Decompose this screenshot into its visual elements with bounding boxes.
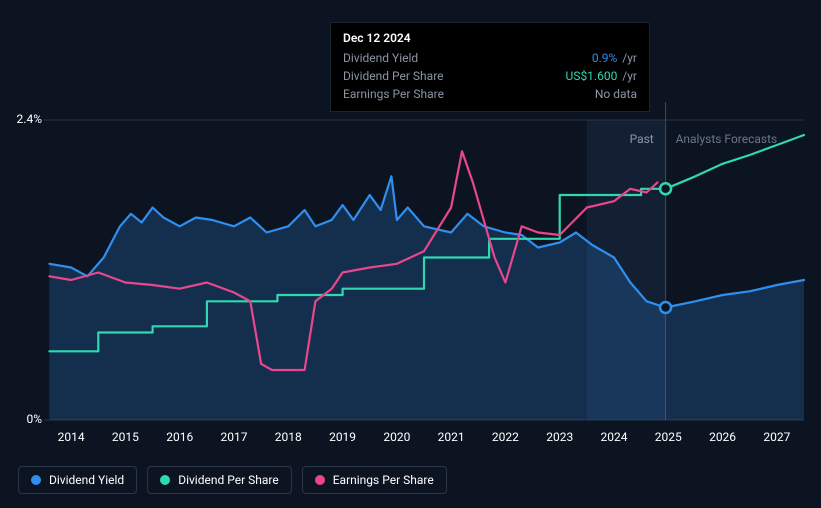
x-axis-tick: 2017 (221, 430, 248, 444)
tooltip-label: Earnings Per Share (343, 87, 444, 101)
x-axis-tick: 2022 (492, 430, 519, 444)
tooltip-date: Dec 12 2024 (343, 31, 637, 45)
x-axis-tick: 2021 (438, 430, 465, 444)
legend-dot-icon (160, 475, 170, 485)
tooltip-row: Earnings Per Share No data (343, 85, 637, 103)
plot-area[interactable] (44, 120, 804, 420)
legend-dot-icon (31, 475, 41, 485)
legend-item-dividend_per_share[interactable]: Dividend Per Share (147, 466, 292, 494)
tooltip-label: Dividend Per Share (343, 69, 444, 83)
legend-label: Dividend Per Share (178, 473, 279, 487)
chart-legend: Dividend Yield Dividend Per Share Earnings… (18, 466, 447, 494)
y-axis-tick: 0% (26, 412, 42, 426)
legend-item-dividend_yield[interactable]: Dividend Yield (18, 466, 137, 494)
tooltip-label: Dividend Yield (343, 51, 418, 65)
tooltip-unit: /yr (619, 51, 637, 65)
x-axis-tick: 2020 (383, 430, 410, 444)
tooltip-value: 0.9% (592, 51, 617, 65)
tooltip-value: No data (595, 87, 637, 101)
tooltip-row: Dividend Per Share US$1.600 /yr (343, 67, 637, 85)
x-axis-tick: 2014 (58, 430, 85, 444)
tooltip-value: US$1.600 (566, 69, 618, 83)
legend-label: Earnings Per Share (333, 473, 434, 487)
x-axis-tick: 2019 (329, 430, 356, 444)
chart-tooltip: Dec 12 2024 Dividend Yield0.9% /yrDivide… (330, 22, 650, 112)
y-axis-tick: 2.4% (17, 112, 42, 126)
x-axis-tick: 2026 (709, 430, 736, 444)
x-axis-tick: 2016 (166, 430, 193, 444)
x-axis-tick: 2025 (655, 430, 682, 444)
tooltip-row: Dividend Yield 0.9% /yr (343, 49, 637, 67)
x-axis-tick: 2018 (275, 430, 302, 444)
dividend-chart: Dec 12 2024 Dividend Yield0.9% /yrDivide… (0, 0, 821, 508)
legend-dot-icon (315, 475, 325, 485)
x-axis-tick: 2027 (763, 430, 790, 444)
legend-label: Dividend Yield (49, 473, 124, 487)
legend-item-earnings_per_share[interactable]: Earnings Per Share (302, 466, 447, 494)
x-axis-tick: 2024 (601, 430, 628, 444)
x-axis-tick: 2015 (112, 430, 139, 444)
x-axis-tick: 2023 (546, 430, 573, 444)
tooltip-unit: /yr (619, 69, 637, 83)
